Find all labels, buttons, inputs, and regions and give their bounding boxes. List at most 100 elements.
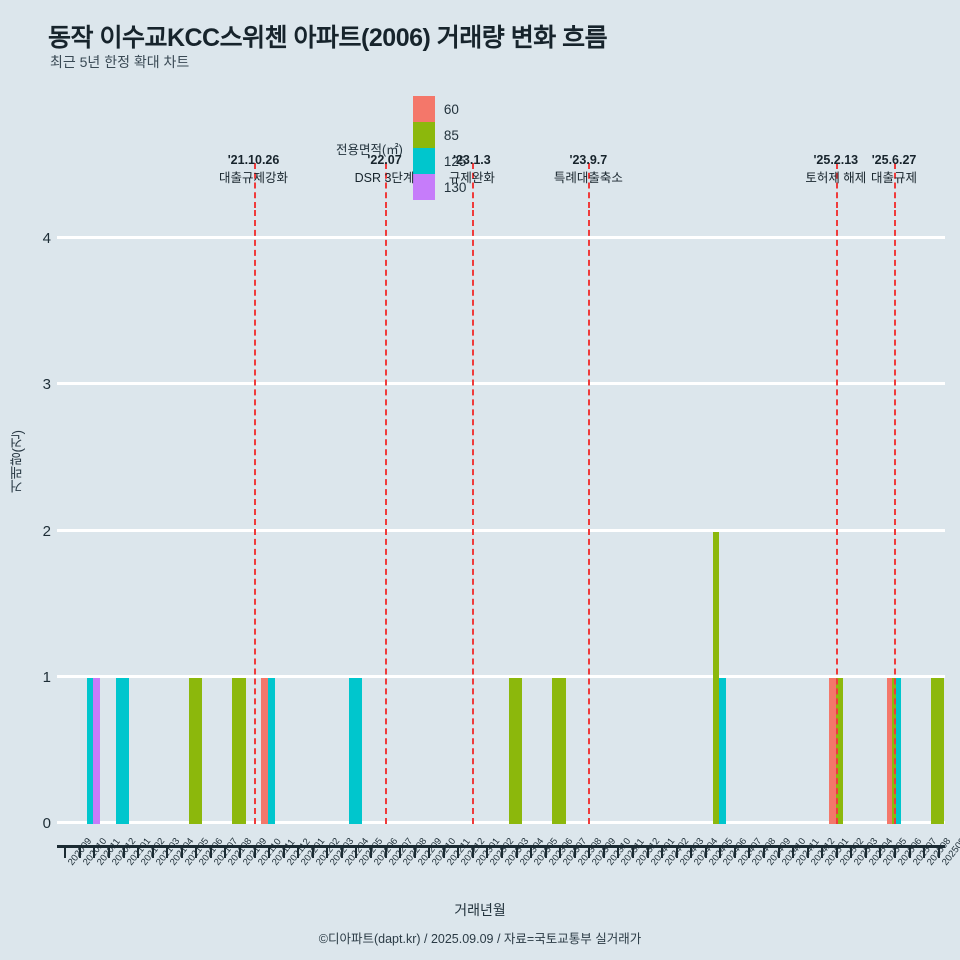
legend-items: 60 85 125 130 [412, 96, 477, 200]
x-tick-202408 [748, 847, 751, 858]
x-tick-202404 [690, 847, 693, 858]
legend-label-125: 125 [443, 153, 467, 169]
x-tick-202504 [864, 847, 867, 858]
bar-202111-60[interactable] [261, 677, 269, 824]
bar-202106-85[interactable] [188, 677, 203, 824]
x-tick-202505 [879, 847, 882, 858]
x-tick-202307 [559, 847, 562, 858]
legend: 전용면적(㎡) 60 85 125 130 [336, 96, 476, 200]
x-tick-202210 [428, 847, 431, 858]
x-tick-202502 [835, 847, 838, 858]
legend-title: 전용면적(㎡) [336, 142, 403, 157]
x-tick-202411 [792, 847, 795, 858]
event-annotation-text: 토허제 해제 [805, 170, 867, 185]
event-annotation-date: '22.07 [367, 153, 402, 167]
x-tick-202303 [501, 847, 503, 858]
x-tick-202110 [253, 847, 256, 858]
legend-swatch-130 [412, 174, 435, 200]
bar-202502-85[interactable] [835, 677, 843, 824]
gridline-1 [57, 674, 945, 678]
x-tick-202409 [763, 847, 766, 858]
x-axis-title: 거래년월 [454, 902, 506, 918]
x-tick-202305 [530, 847, 533, 858]
bar-202111-125[interactable] [268, 677, 275, 824]
event-annotation-text: DSR 3단계 [354, 170, 415, 185]
event-annotation-date: '23.9.7 [569, 153, 608, 167]
event-vline-head-202110 [253, 163, 256, 208]
bar-202406-125[interactable] [719, 677, 727, 824]
event-vline-202110 [253, 210, 256, 824]
x-tick-202306 [544, 847, 547, 858]
bar-202109-85[interactable] [232, 677, 246, 824]
legend-label-60: 60 [443, 101, 459, 117]
y-tick-label-2: 2 [42, 522, 51, 540]
legend-item-125[interactable]: 125 [412, 148, 467, 174]
event-vline-202502 [835, 210, 838, 824]
bar-202205-125[interactable] [348, 677, 363, 824]
bar-202307-85[interactable] [552, 677, 566, 824]
x-tick-202501 [821, 847, 824, 858]
event-annotation-text: 대출규제 [871, 170, 918, 185]
x-tick-202403 [675, 847, 678, 858]
y-tick-label-4: 4 [42, 230, 51, 248]
legend-item-60[interactable]: 60 [412, 96, 467, 122]
event-vline-202207 [384, 210, 387, 824]
x-tick-202508 [923, 847, 926, 858]
event-annotation-text: 규제완화 [448, 170, 495, 185]
event-annotation-202301: '23.1.3 규제완화 [449, 152, 495, 188]
legend-item-85[interactable]: 85 [412, 122, 467, 148]
bar-202011-125[interactable] [86, 677, 94, 824]
legend-swatch-125 [412, 148, 435, 174]
event-vline-head-202301 [471, 163, 474, 208]
event-annotation-date: '25.6.27 [871, 153, 917, 167]
x-axis-line [57, 845, 945, 848]
bar-202509-85[interactable] [930, 677, 945, 824]
x-tick-202201 [297, 847, 300, 858]
gridline-0 [57, 821, 945, 824]
x-tick-202202 [311, 847, 314, 858]
x-tick-202103 [151, 847, 154, 858]
x-tick-202312 [632, 847, 635, 858]
bar-202406-85[interactable] [712, 531, 720, 824]
x-tick-202106 [195, 847, 198, 858]
x-tick-202212 [457, 847, 460, 858]
x-tick-202310 [602, 847, 605, 858]
x-tick-202301 [471, 847, 474, 858]
x-tick-202205 [355, 847, 358, 858]
x-tick-202112 [282, 847, 285, 858]
legend-swatch-60 [412, 96, 435, 122]
x-tick-202009 [64, 847, 67, 858]
x-tick-202211 [442, 847, 445, 858]
x-tick-202410 [777, 847, 780, 858]
chart-credit: ©디아파트(dapt.kr) / 2025.09.09 / 자료=국토교통부 실… [318, 932, 642, 946]
x-tick-202102 [137, 847, 140, 858]
x-tick-202109 [238, 847, 241, 858]
y-tick-label-0: 0 [42, 815, 51, 832]
event-vline-202309 [588, 210, 591, 824]
x-tick-202012 [107, 847, 110, 858]
bar-202304-85[interactable] [508, 677, 523, 824]
x-tick-202107 [209, 847, 212, 858]
x-tick-202406 [719, 847, 722, 858]
bar-202506-125[interactable] [896, 677, 901, 824]
x-tick-202309 [588, 847, 591, 858]
legend-item-130[interactable]: 130 [412, 174, 466, 200]
bar-202506-60[interactable] [887, 677, 892, 824]
x-tick-202304 [515, 847, 518, 858]
plot-area: 0 1 2 3 4 '21.10.26 대출규제강화 '22.07 DSR 3단계 '23.1.3… [43, 153, 945, 832]
x-tick-202308 [573, 847, 576, 858]
y-tick-label-1: 1 [42, 668, 51, 686]
bar-202502-60[interactable] [829, 677, 836, 824]
legend-swatch-85 [412, 122, 435, 148]
event-vline-202506 [894, 210, 897, 824]
x-tick-202111 [268, 847, 271, 858]
x-tick-202208 [399, 847, 402, 858]
bar-202101-125[interactable] [115, 677, 130, 824]
x-tick-202302 [486, 847, 489, 858]
event-annotation-date: '21.10.26 [227, 153, 280, 167]
event-annotation-date: '25.2.13 [813, 153, 859, 167]
bar-202011-130[interactable] [93, 677, 101, 824]
chart-title: 동작 이수교KCC스위첸 아파트(2006) 거래량 변화 흐름 [48, 24, 608, 52]
gridline-4 [57, 236, 945, 240]
